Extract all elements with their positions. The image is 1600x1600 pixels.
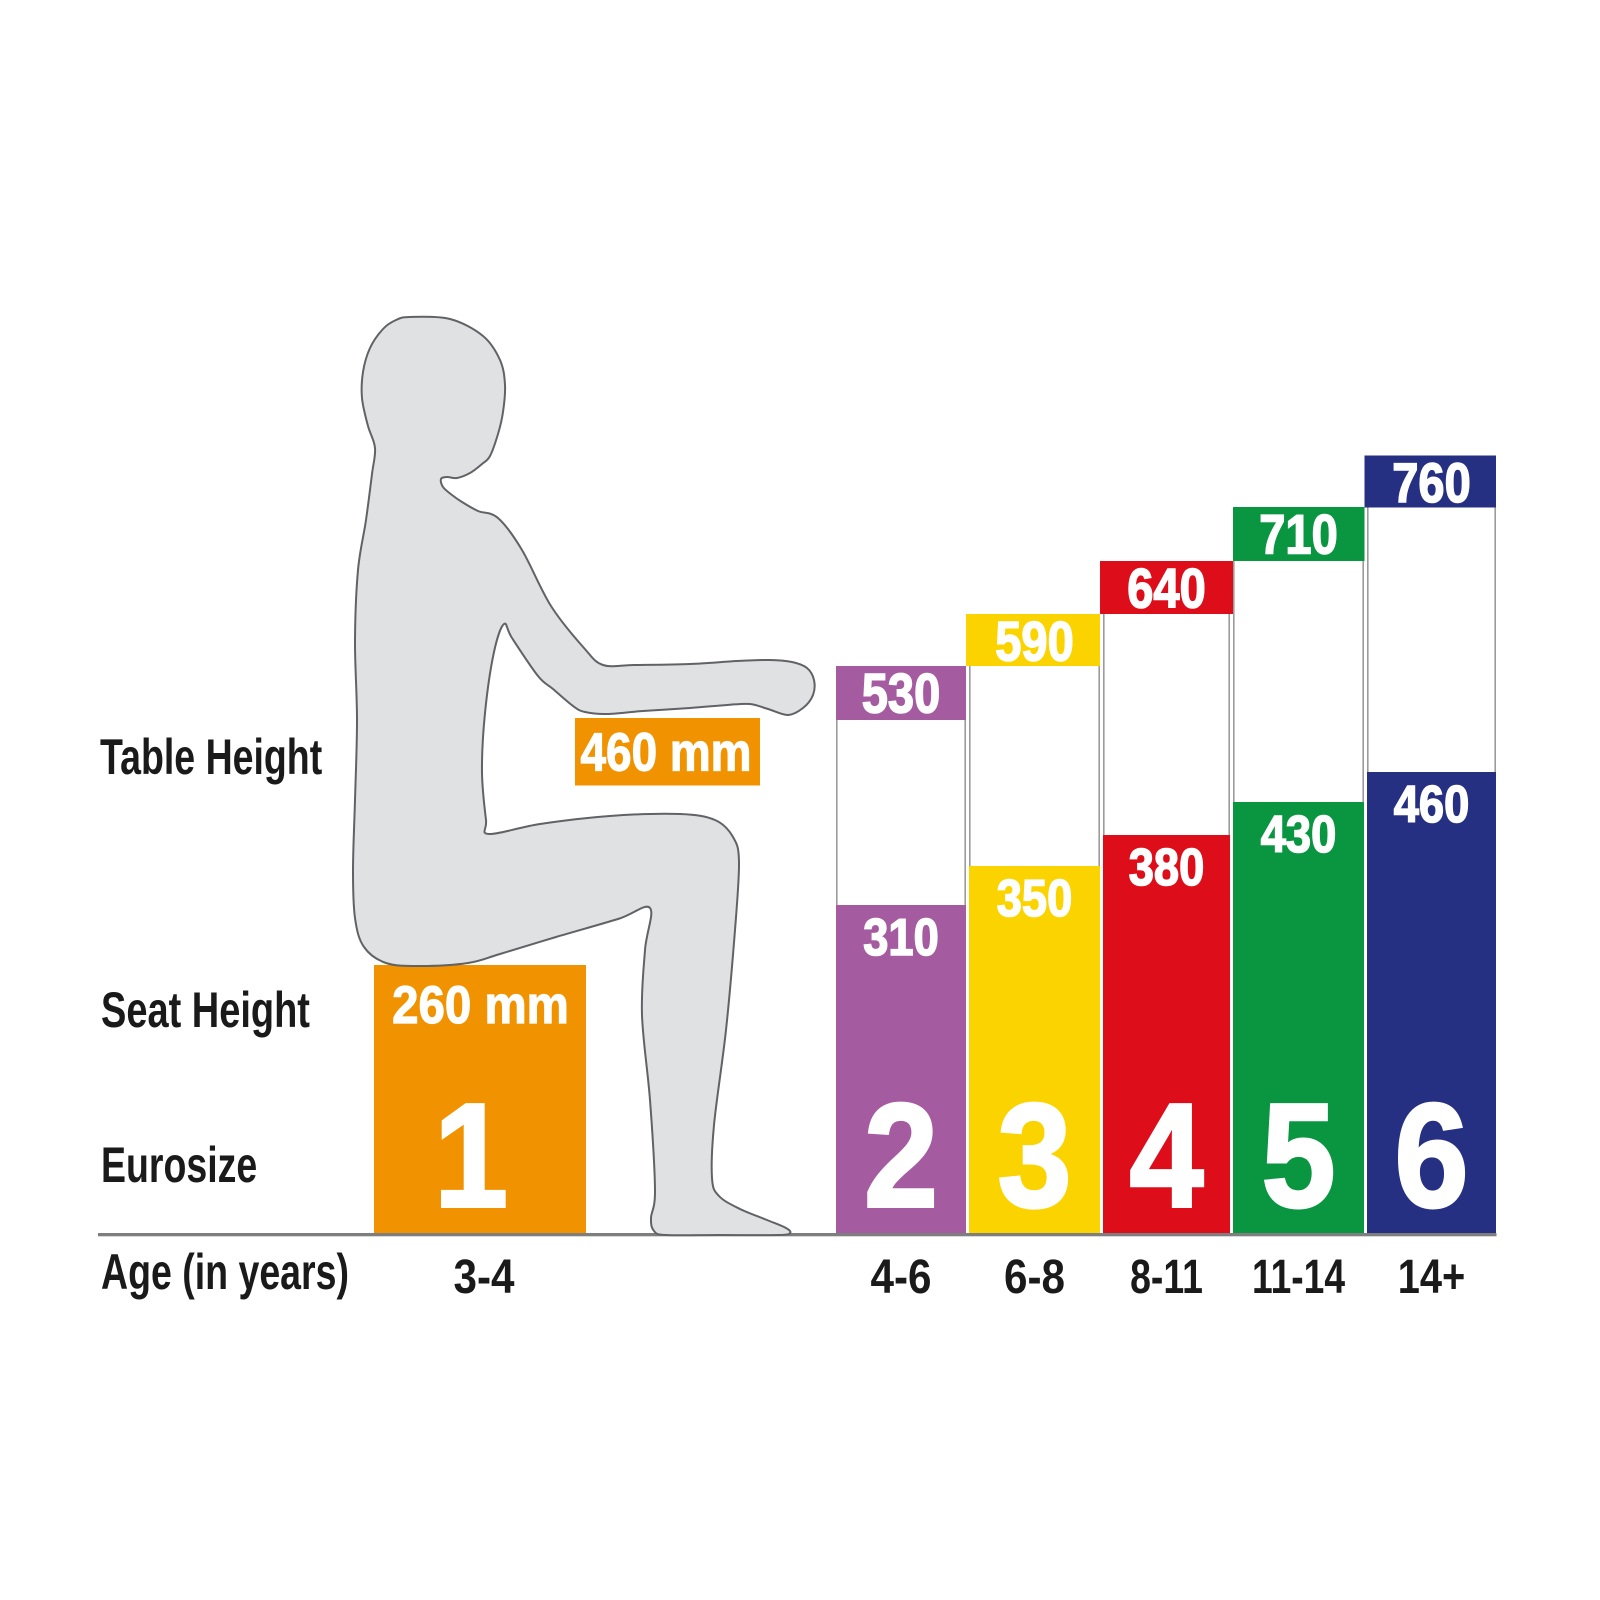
svg-text:6-8: 6-8 <box>1004 1249 1065 1303</box>
svg-text:8-11: 8-11 <box>1130 1251 1203 1305</box>
svg-text:760: 760 <box>1392 451 1470 514</box>
svg-text:Seat Height: Seat Height <box>101 983 310 1038</box>
svg-text:3-4: 3-4 <box>453 1249 514 1303</box>
svg-text:Eurosize: Eurosize <box>101 1138 257 1193</box>
svg-text:4-6: 4-6 <box>870 1249 931 1303</box>
svg-text:460 mm: 460 mm <box>581 722 752 782</box>
svg-text:710: 710 <box>1259 503 1337 566</box>
svg-text:380: 380 <box>1129 839 1204 897</box>
svg-text:4: 4 <box>1129 1073 1203 1238</box>
svg-text:3: 3 <box>997 1073 1071 1238</box>
svg-text:260 mm: 260 mm <box>392 975 569 1035</box>
svg-text:Age (in years): Age (in years) <box>101 1245 349 1300</box>
svg-text:430: 430 <box>1261 806 1336 864</box>
svg-text:590: 590 <box>995 610 1073 673</box>
svg-text:14+: 14+ <box>1398 1251 1466 1304</box>
svg-text:530: 530 <box>862 662 940 725</box>
svg-text:1: 1 <box>434 1073 508 1238</box>
svg-text:11-14: 11-14 <box>1252 1251 1345 1305</box>
svg-text:310: 310 <box>863 909 938 967</box>
svg-text:350: 350 <box>997 870 1072 928</box>
svg-text:640: 640 <box>1127 557 1205 620</box>
svg-text:5: 5 <box>1261 1073 1335 1238</box>
svg-text:Table Height: Table Height <box>100 730 322 785</box>
svg-text:6: 6 <box>1394 1073 1468 1238</box>
svg-text:460: 460 <box>1394 776 1469 834</box>
svg-text:2: 2 <box>864 1073 938 1238</box>
